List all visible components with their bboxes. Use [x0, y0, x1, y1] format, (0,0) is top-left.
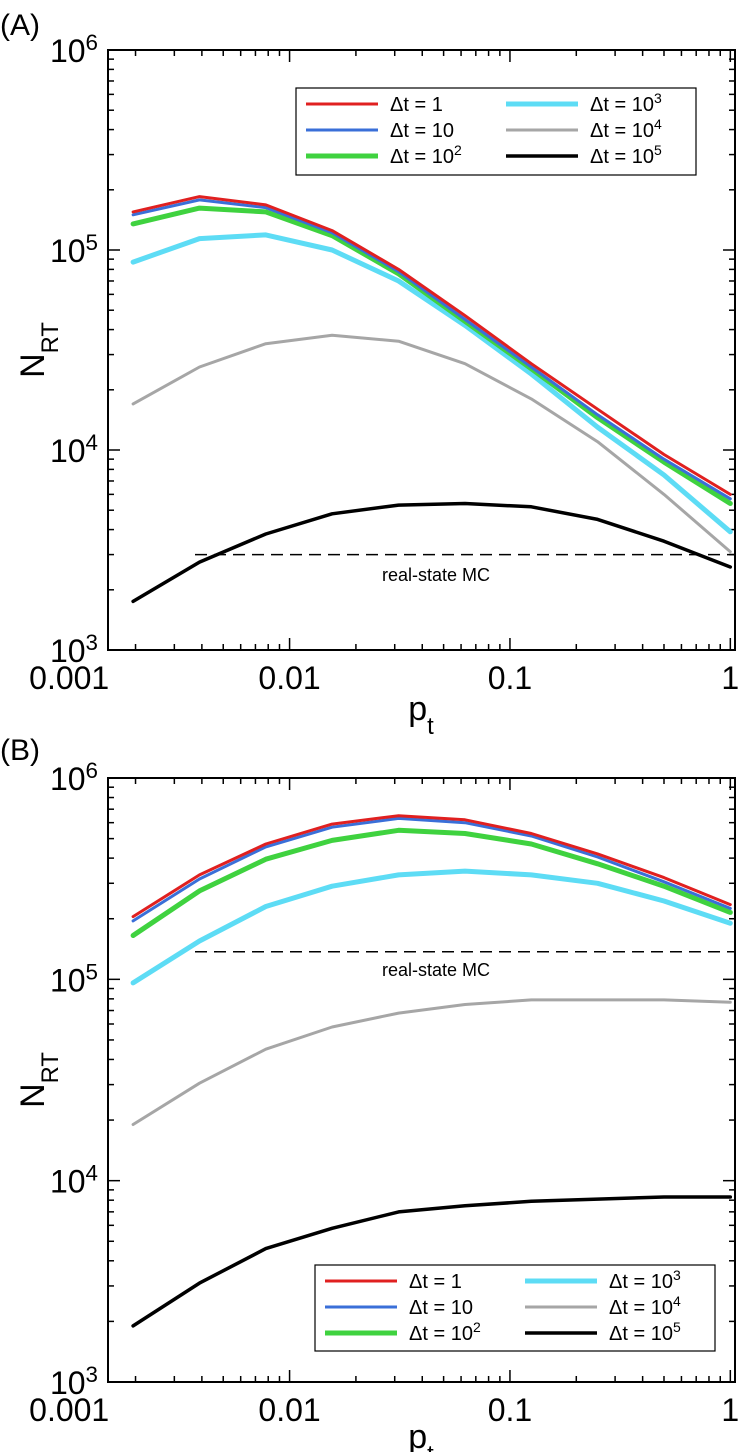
y-axis-title-subscript: RT	[37, 322, 64, 353]
panel-label: (A)	[0, 9, 40, 42]
legend-item: Δt = 10	[325, 1297, 473, 1319]
y-axis-title-subscript: RT	[37, 1052, 64, 1083]
legend-item: Δt = 1	[306, 94, 443, 116]
legend-label: Δt = 10	[409, 1297, 473, 1319]
chart-panel-b: (B)0.0010.010.11103104105106ptNRTreal-st…	[0, 734, 738, 1452]
legend-label-exponent: 3	[673, 1267, 681, 1283]
panel-label: (B)	[0, 734, 40, 767]
legend-label-exponent: 4	[673, 1293, 681, 1309]
y-axis-title: NRT	[14, 322, 64, 378]
y-tick-label-exponent: 4	[86, 1160, 98, 1185]
series-line-dt-1	[131, 814, 732, 919]
y-tick-label-exponent: 3	[86, 1362, 98, 1387]
axes-frame	[107, 49, 736, 651]
axes-frame	[107, 777, 736, 1383]
legend-label: Δt = 103	[609, 1267, 681, 1293]
reference-label: real-state MC	[382, 565, 490, 585]
legend-item: Δt = 103	[525, 1267, 681, 1293]
legend-item: Δt = 105	[525, 1319, 681, 1345]
legend-label-exponent: 5	[654, 142, 662, 158]
series-group	[130, 195, 733, 604]
series-line-dt-10	[131, 816, 732, 923]
legend-item: Δt = 105	[506, 142, 662, 168]
y-tick-label: 106	[50, 758, 98, 798]
legend-label: Δt = 104	[590, 116, 662, 142]
legend-label: Δt = 1	[409, 1271, 462, 1293]
series-line-dt-10e4	[131, 998, 732, 1126]
series-line-dt-10e5	[131, 501, 733, 604]
series-line-dt-10e3	[130, 868, 733, 986]
y-tick-label: 105	[50, 959, 98, 999]
y-tick-label-exponent: 3	[86, 630, 98, 655]
y-tick-label: 104	[50, 430, 98, 470]
x-tick-label: 0.1	[488, 1392, 532, 1428]
series-line-dt-10e2	[130, 827, 733, 938]
x-tick-label: 0.01	[258, 660, 320, 696]
series-line-dt-10e5	[131, 1195, 733, 1328]
legend-label-exponent: 3	[654, 90, 662, 106]
x-tick-label: 0.1	[488, 660, 532, 696]
y-tick-label-exponent: 5	[86, 230, 98, 255]
y-tick-label: 104	[50, 1160, 98, 1200]
legend-label-exponent: 4	[654, 116, 662, 132]
legend-item: Δt = 102	[306, 142, 462, 168]
legend-label: Δt = 102	[409, 1319, 481, 1345]
legend-label: Δt = 103	[590, 90, 662, 116]
y-tick-label-exponent: 4	[86, 430, 98, 455]
series-group	[130, 814, 733, 1328]
legend-label: Δt = 102	[390, 142, 462, 168]
legend-item: Δt = 10	[306, 120, 454, 142]
y-axis-title: NRT	[14, 1052, 64, 1108]
x-tick-label: 0.001	[29, 1392, 109, 1428]
y-tick-label-exponent: 6	[86, 758, 98, 783]
legend-label: Δt = 105	[609, 1319, 681, 1345]
legend-item: Δt = 103	[506, 90, 662, 116]
x-axis-title-subscript: t	[427, 1441, 434, 1452]
legend-label-exponent: 2	[473, 1319, 481, 1335]
reference-label: real-state MC	[382, 960, 490, 980]
legend-label-exponent: 5	[673, 1319, 681, 1335]
y-tick-label: 105	[50, 230, 98, 270]
y-tick-label-exponent: 5	[86, 959, 98, 984]
x-tick-label: 1	[721, 660, 738, 696]
y-tick-label: 106	[50, 30, 98, 70]
series-line-dt-10e3	[130, 232, 733, 535]
x-axis-title: pt	[408, 1418, 434, 1452]
axis-ticks	[108, 49, 735, 651]
legend-item: Δt = 104	[525, 1293, 681, 1319]
y-tick-label-exponent: 6	[86, 30, 98, 55]
x-tick-label: 0.01	[258, 1392, 320, 1428]
x-tick-label: 0.001	[29, 660, 109, 696]
legend-item: Δt = 102	[325, 1319, 481, 1345]
series-line-dt-10e4	[131, 333, 732, 554]
x-tick-label: 1	[721, 1392, 738, 1428]
series-line-dt-10e2	[130, 205, 733, 506]
legend-label: Δt = 104	[609, 1293, 681, 1319]
legend-label-exponent: 2	[454, 142, 462, 158]
x-axis-title-subscript: t	[427, 713, 434, 740]
legend-label: Δt = 10	[390, 120, 454, 142]
legend-item: Δt = 104	[506, 116, 662, 142]
legend-item: Δt = 1	[325, 1271, 462, 1293]
series-line-dt-1	[131, 195, 732, 496]
chart-panel-a: (A)0.001 0.01 0.1 1103104105106ptNRTreal-st…	[0, 9, 738, 740]
axis-ticks	[108, 777, 735, 1383]
legend-label: Δt = 105	[590, 142, 662, 168]
x-axis-title: pt	[408, 690, 434, 740]
legend-label: Δt = 1	[390, 94, 443, 116]
series-line-dt-10	[131, 198, 732, 501]
